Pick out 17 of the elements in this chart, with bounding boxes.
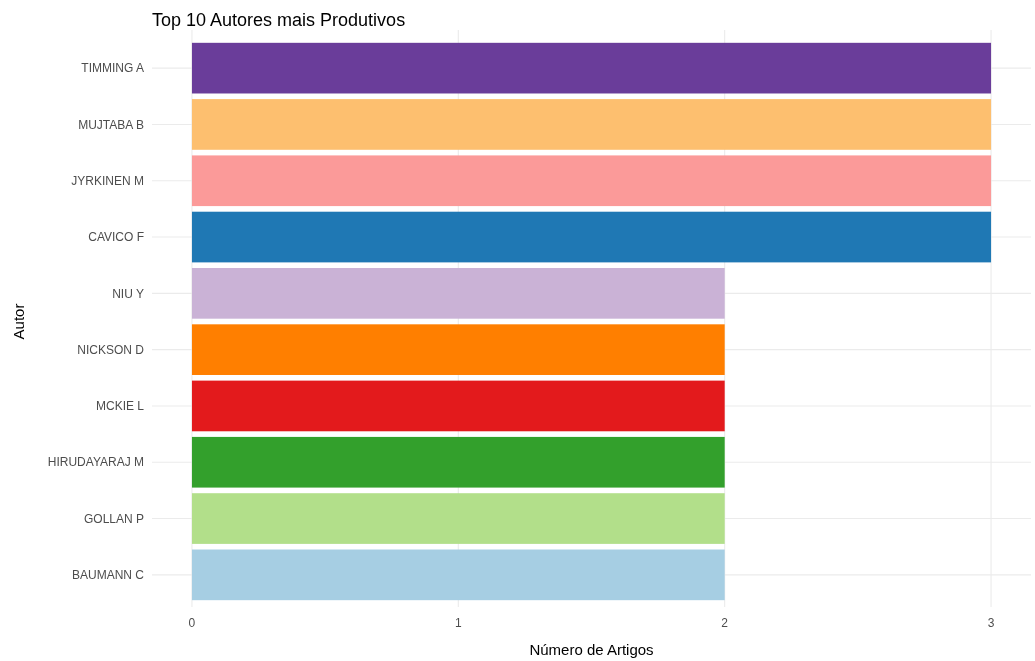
y-tick-label: TIMMING A (81, 61, 144, 76)
y-tick-label: NIU Y (112, 286, 144, 301)
x-tick-label: 1 (454, 616, 462, 630)
x-tick-label: 3 (987, 616, 995, 630)
y-tick-label: JYRKINEN M (71, 173, 144, 188)
x-tick-label: 0 (188, 616, 196, 630)
y-tick-label: HIRUDAYARAJ M (47, 455, 144, 470)
chart-title: Top 10 Autores mais Produtivos (152, 10, 406, 30)
y-tick-label: MUJTABA B (78, 117, 144, 132)
y-axis-title: Autor (10, 303, 27, 340)
y-tick-label: GOLLAN P (83, 511, 144, 526)
y-tick-label: MCKIE L (95, 399, 145, 414)
y-tick-label: NICKSON D (77, 342, 145, 357)
y-tick-label: BAUMANN C (71, 568, 145, 583)
x-axis-title: Número de Artigos (529, 641, 654, 658)
x-tick-label: 2 (721, 616, 729, 630)
y-tick-label: CAVICO F (88, 230, 144, 245)
